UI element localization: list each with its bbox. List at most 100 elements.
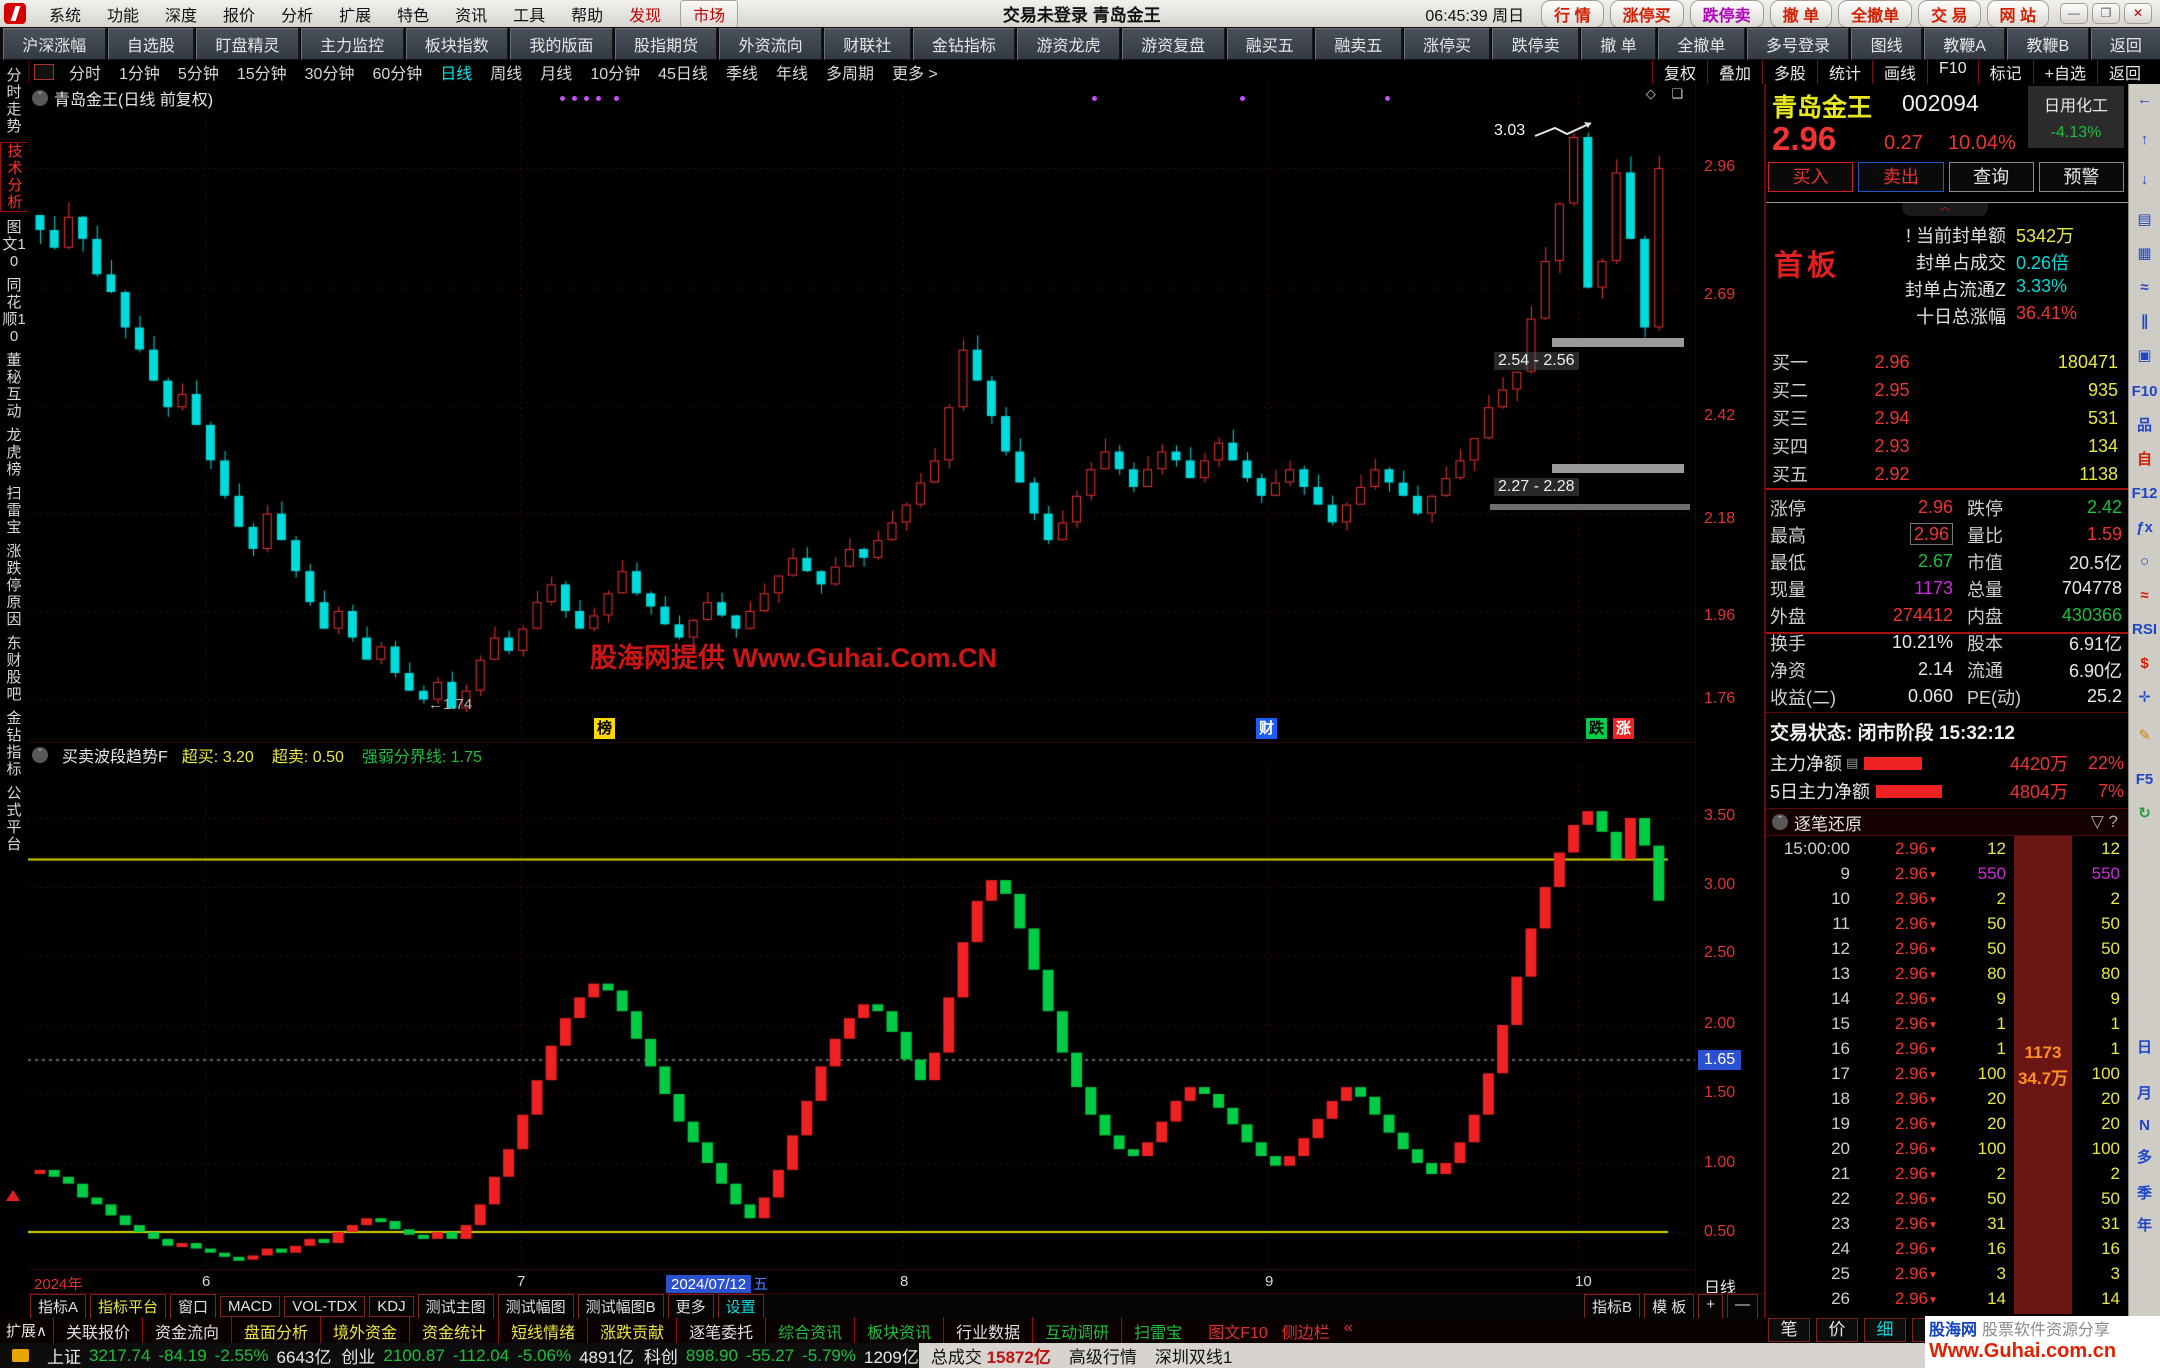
extension-tab-板块资讯[interactable]: 板块资讯 (854, 1316, 943, 1345)
menu-特色[interactable]: 特色 (397, 7, 430, 25)
titlebar-button-全撤单[interactable]: 全撤单 (1838, 0, 1913, 28)
tape-filter-help-icons[interactable]: ▽ ? (2090, 812, 2118, 831)
toolbar-button-沪深涨幅[interactable]: 沪深涨幅 (3, 27, 106, 60)
tape-row[interactable]: 10 2.96 ▼ 2 2 (1766, 886, 2128, 911)
timeframe-5分钟[interactable]: 5分钟 (177, 66, 219, 83)
tape-row[interactable]: 25 2.96 ▼ 3 3 (1766, 1261, 2128, 1286)
sidebar-item-公式平台[interactable]: 公式平台 (6, 785, 22, 853)
toolbar-button-股指期货[interactable]: 股指期货 (614, 27, 718, 60)
tool-标记[interactable]: 标记 (1977, 60, 2033, 84)
minimize-button[interactable]: — (2060, 3, 2088, 24)
tape-tab-笔[interactable]: 笔 (1768, 1318, 1810, 1342)
money-icon[interactable]: $ (2140, 655, 2149, 672)
industry-box[interactable]: 日用化工 -4.13% (2028, 86, 2124, 148)
indicator-tab-VOL-TDX[interactable]: VOL-TDX (284, 1296, 366, 1317)
extension-expand[interactable]: 扩展∧ (6, 1323, 47, 1340)
server-line[interactable]: 深圳双线1 (1154, 1348, 1233, 1367)
tape-list[interactable]: 15:00:00 2.96 ▼ 12 12 9 2.96 ▼ 550 550 10 2.96 ▼ 2 2 11… (1766, 836, 2128, 1317)
f5-icon[interactable]: F5 (2135, 771, 2154, 788)
toolbar-button-教鞭B[interactable]: 教鞭B (2007, 27, 2089, 60)
tape-row[interactable]: 11 2.96 ▼ 50 50 (1766, 911, 2128, 936)
toolbar-button-多号登录[interactable]: 多号登录 (1746, 27, 1850, 60)
timeframe-15分钟[interactable]: 15分钟 (236, 66, 287, 83)
toolbar-button-游资复盘[interactable]: 游资复盘 (1121, 27, 1225, 60)
extension-tab-逐笔委托[interactable]: 逐笔委托 (676, 1316, 765, 1345)
toolbar-button-我的版面[interactable]: 我的版面 (510, 27, 613, 60)
event-marker-榜[interactable]: 榜 (594, 718, 615, 739)
timeframe-10分钟[interactable]: 10分钟 (590, 66, 641, 83)
sidebar-item-同花顺10[interactable]: 同花顺10 (2, 277, 26, 345)
kline-icon[interactable]: ∥ (2140, 313, 2149, 330)
toolbar-button-涨停买[interactable]: 涨停买 (1403, 27, 1491, 60)
extension-tab-综合资讯[interactable]: 综合资讯 (765, 1316, 854, 1345)
trade-button-买入[interactable]: 买入 (1768, 162, 1854, 192)
period-n[interactable]: N (2139, 1117, 2150, 1134)
tool-统计[interactable]: 统计 (1817, 60, 1872, 84)
layout-icon[interactable] (34, 64, 54, 80)
extension-tab-短线情绪[interactable]: 短线情绪 (498, 1316, 587, 1345)
toolbar-button-返回[interactable]: 返回 (2090, 27, 2160, 60)
tape-row[interactable]: 16 2.96 ▼ 1 1 (1766, 1036, 2128, 1061)
tape-row[interactable]: 22 2.96 ▼ 50 50 (1766, 1186, 2128, 1211)
toolbar-button-融买五[interactable]: 融买五 (1226, 27, 1314, 60)
extension-tab-资金统计[interactable]: 资金统计 (409, 1316, 498, 1345)
titlebar-button-网站[interactable]: 网 站 (1986, 0, 2049, 28)
down-arrow-icon[interactable]: ↓ (2140, 171, 2149, 188)
menu-报价[interactable]: 报价 (223, 7, 256, 25)
timeframe-日线[interactable]: 日线 (440, 66, 473, 83)
chart-corner-icons[interactable]: ◇ ❏ (1645, 86, 1689, 101)
tape-row[interactable]: 12 2.96 ▼ 50 50 (1766, 936, 2128, 961)
sidebar-item-龙虎榜[interactable]: 龙虎榜 (6, 427, 22, 478)
toolbar-button-外资流向[interactable]: 外资流向 (719, 27, 822, 60)
tape-row[interactable]: 18 2.96 ▼ 20 20 (1766, 1086, 2128, 1111)
tape-row[interactable]: 9 2.96 ▼ 550 550 (1766, 861, 2128, 886)
zixuan-icon[interactable]: 自 (2136, 451, 2152, 468)
indicator-tab-—[interactable]: — (1727, 1294, 1758, 1319)
folder-icon[interactable] (12, 1349, 29, 1362)
timeframe-1分钟[interactable]: 1分钟 (119, 66, 160, 83)
extension-right-侧边栏[interactable]: 侧边栏 (1281, 1324, 1330, 1342)
period-day[interactable]: 日 (2136, 1039, 2152, 1056)
indicator-chart[interactable] (28, 766, 1695, 1269)
extension-tab-互动调研[interactable]: 互动调研 (1032, 1316, 1121, 1345)
menu-系统[interactable]: 系统 (49, 7, 82, 25)
close-button[interactable]: ✕ (2124, 3, 2152, 24)
restore-button[interactable]: ❐ (2092, 3, 2120, 24)
event-marker-财[interactable]: 财 (1256, 718, 1277, 739)
period-quarter[interactable]: 季 (2136, 1185, 2152, 1202)
pencil-icon[interactable]: ✎ (2138, 727, 2151, 744)
trade-button-卖出[interactable]: 卖出 (1858, 162, 1944, 192)
extension-right-图文F10[interactable]: 图文F10 (1208, 1324, 1268, 1342)
sidebar-item-董秘互动[interactable]: 董秘互动 (6, 352, 22, 420)
indicator-tab-MACD[interactable]: MACD (220, 1296, 281, 1317)
toolbar-button-撤单[interactable]: 撤 单 (1581, 27, 1657, 60)
sidebar-item-东财股吧[interactable]: 东财股吧 (6, 635, 22, 703)
up-arrow-icon[interactable]: ↑ (2140, 131, 2149, 148)
order-book-row[interactable]: 买一 2.96 180471 (1766, 348, 2128, 376)
order-book-row[interactable]: 买四 2.93 134 (1766, 432, 2128, 460)
tape-row[interactable]: 26 2.96 ▼ 14 14 (1766, 1286, 2128, 1311)
compass-icon[interactable]: ✛ (2138, 689, 2151, 706)
tape-row[interactable]: 19 2.96 ▼ 20 20 (1766, 1111, 2128, 1136)
tool-多股[interactable]: 多股 (1761, 60, 1817, 84)
tape-row[interactable]: 24 2.96 ▼ 16 16 (1766, 1236, 2128, 1261)
report-icon[interactable]: ▤ (2137, 211, 2152, 228)
sidebar-item-扫雷宝[interactable]: 扫雷宝 (6, 485, 22, 536)
timeframe-季线[interactable]: 季线 (725, 66, 758, 83)
extension-tab-资金流向[interactable]: 资金流向 (142, 1316, 231, 1345)
toolbar-button-主力监控[interactable]: 主力监控 (300, 27, 404, 60)
sidebar-up-triangle-icon[interactable] (6, 1190, 20, 1201)
tape-tab-细[interactable]: 细 (1864, 1318, 1906, 1342)
tool-+自选[interactable]: +自选 (2032, 60, 2097, 84)
extension-right-«[interactable]: « (1343, 1318, 1353, 1336)
tape-row[interactable]: 23 2.96 ▼ 31 31 (1766, 1211, 2128, 1236)
titlebar-button-交易[interactable]: 交 易 (1918, 0, 1981, 28)
timeframe-年线[interactable]: 年线 (775, 66, 808, 83)
main-candlestick-chart[interactable] (28, 84, 1695, 740)
chevron-down-icon[interactable]: ˇ (32, 747, 48, 763)
trade-button-预警[interactable]: 预警 (2038, 162, 2124, 192)
menu-功能[interactable]: 功能 (107, 7, 140, 25)
timeframe-月线[interactable]: 月线 (540, 66, 573, 83)
wave-icon[interactable]: ≈ (2140, 587, 2149, 604)
tape-row[interactable]: 20 2.96 ▼ 100 100 (1766, 1136, 2128, 1161)
